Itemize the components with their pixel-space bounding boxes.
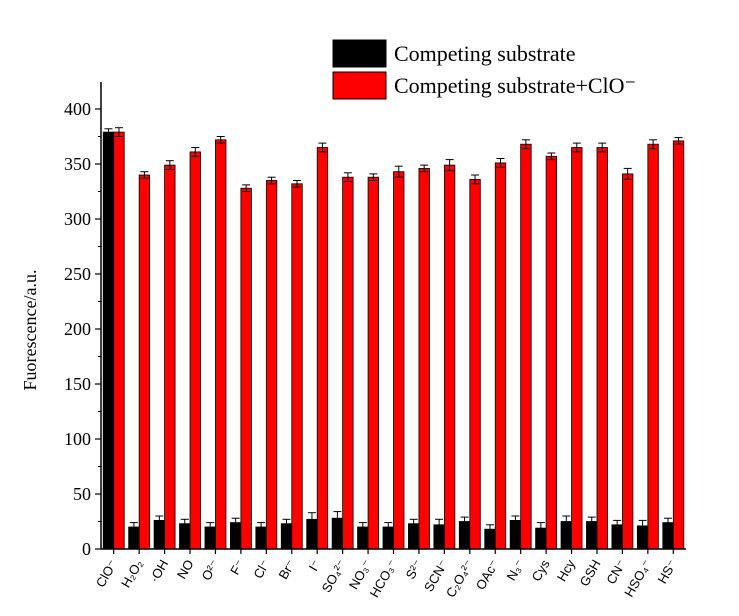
legend-swatch-substrate-clo [332,71,387,100]
bars [102,127,685,550]
bar-substrate-clo-6 [265,180,278,550]
x-tick-label-8: I⁻ [306,557,324,574]
bar-substrate-clo-12 [418,167,430,550]
bar-substrate-clo-0 [113,131,125,550]
bar-substrate-clo-13 [443,164,456,550]
legend-label-substrate-clo: Competing substrate+ClO⁻ [394,73,636,98]
x-tick-label-18: Hcy [554,557,578,584]
bar-substrate-clo-21 [647,143,659,550]
y-tick-label-2: 100 [64,429,91,449]
x-tick-label-19: GSH [577,557,604,589]
y-tick-label-0: 0 [82,539,91,559]
y-tick-label-3: 150 [64,374,91,394]
bar-substrate-clo-17 [545,155,558,550]
legend-label-substrate: Competing substrate [394,41,575,66]
bar-substrate-clo-14 [469,178,481,550]
x-tick-label-7: Br⁻ [275,557,298,582]
x-tick-label-6: Cl⁻ [250,557,273,581]
y-tick-label-6: 300 [64,209,91,229]
bar-substrate-clo-5 [240,187,252,550]
x-tick-label-20: CN⁻ [603,557,629,587]
bar-substrate-clo-1 [138,174,151,550]
x-tick-label-4: O²⁻ [198,557,222,583]
x-tick-label-15: OAc⁻ [473,557,502,592]
y-axis-label: Fuorescence/a.u. [20,270,40,391]
bar-substrate-clo-9 [342,176,354,550]
bar-substrate-clo-22 [672,140,685,550]
legend-swatch-substrate [332,39,387,68]
bar-substrate-clo-16 [520,143,532,550]
x-tick-label-9: SO₄²⁻ [319,557,350,595]
y-tick-label-1: 50 [73,484,91,504]
x-tick-label-22: HS⁻ [654,557,679,586]
bar-substrate-clo-20 [622,173,634,550]
y-tick-label-5: 250 [64,264,91,284]
axes: 0 50 100 150 200 250 300 350 400 [64,82,686,559]
bar-substrate-clo-2 [164,164,176,550]
bar-substrate-clo-4 [215,139,227,550]
bar-substrate-clo-10 [367,176,379,550]
bar-substrate-clo-8 [316,147,329,550]
x-tick-label-12: S²⁻ [403,557,426,582]
y-tick-label-8: 400 [64,99,91,119]
y-tick-label-7: 350 [64,154,91,174]
x-tick-label-1: H₂O₂ [118,557,146,590]
bar-substrate-clo-15 [494,162,507,550]
bar-substrate-clo-3 [189,151,201,550]
x-tick-label-16: N₃⁻ [504,557,528,583]
bar-substrate-clo-19 [596,147,608,550]
x-tick-label-2: ·OH [146,557,171,585]
x-tick-label-3: NO [174,557,197,581]
x-tick-label-0: ClO⁻ [93,557,121,590]
category-labels: ClO⁻H₂O₂ ·OH NO O²⁻ F⁻ Cl⁻ Br⁻ I⁻SO₄²⁻NO₃⁻HCO₃⁻… [93,557,680,600]
bar-substrate-0 [102,131,115,550]
x-tick-label-5: F⁻ [227,557,247,577]
bar-substrate-clo-7 [291,183,303,550]
legend: Competing substrate Competing substrate+C… [332,39,636,100]
x-tick-label-17: Cys [529,557,553,584]
bar-substrate-clo-18 [571,147,583,550]
bar-substrate-clo-11 [393,171,405,550]
y-tick-label-4: 200 [64,319,91,339]
